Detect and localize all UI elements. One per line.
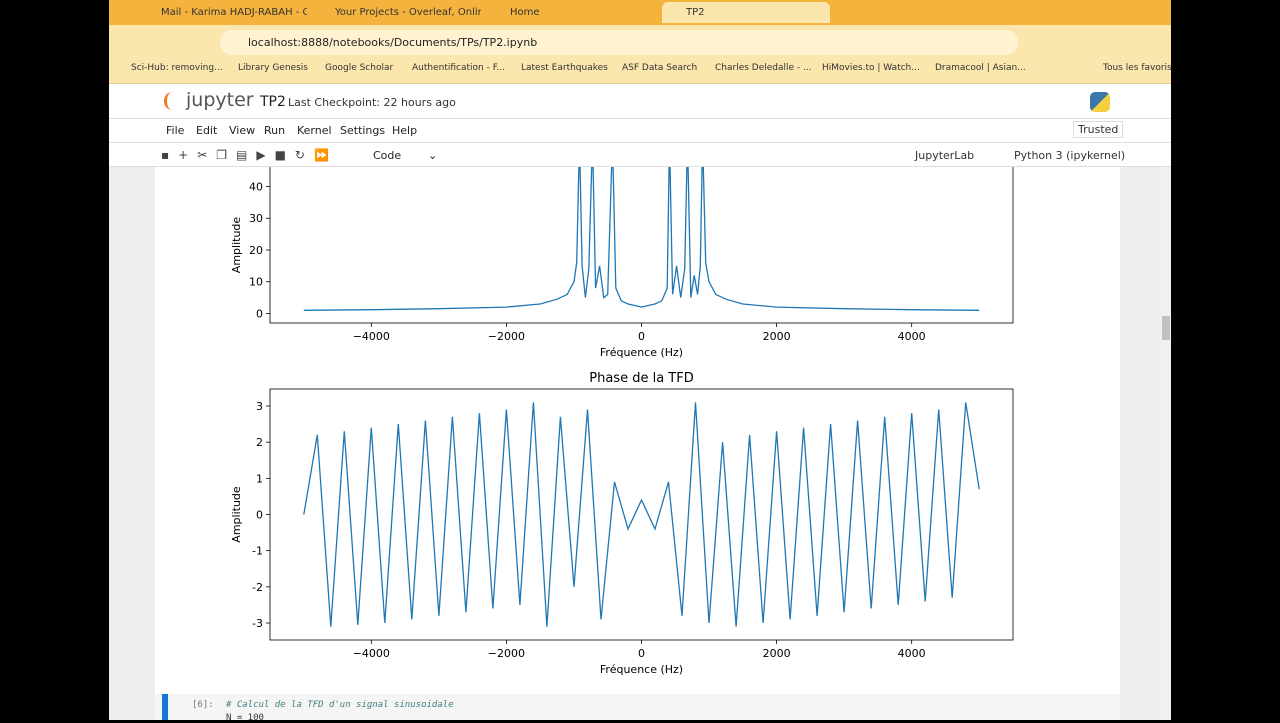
bookmark[interactable]: ASF Data Search [622, 63, 698, 73]
y-tick-label: 3 [256, 400, 263, 413]
x-axis-label: Fréquence (Hz) [600, 663, 683, 676]
scroll-thumb[interactable] [1162, 316, 1170, 340]
bookmark[interactable]: Sci-Hub: removing... [131, 63, 223, 73]
divider [109, 142, 1171, 143]
bookmark[interactable]: Charles Deledalle - ... [715, 63, 812, 73]
x-tick-label: −4000 [353, 647, 390, 660]
y-tick-label: 20 [249, 244, 263, 257]
jupyter-logo[interactable]: jupyter [186, 89, 254, 111]
cell-type[interactable]: Code [373, 149, 402, 162]
bookmark[interactable]: Latest Earthquakes [521, 63, 608, 73]
address-bar[interactable]: localhost:8888/notebooks/Documents/TPs/T… [220, 30, 1018, 55]
y-tick-label: 0 [256, 307, 263, 320]
dropdown-arrow[interactable]: ⌄ [428, 149, 438, 162]
y-tick-label: 10 [249, 276, 263, 289]
menu-item[interactable]: File [166, 124, 185, 137]
menu-item[interactable]: Kernel [297, 124, 332, 137]
x-tick-label: 2000 [763, 330, 791, 343]
jupyterlab-link[interactable]: JupyterLab [915, 149, 975, 162]
y-tick-label: 30 [249, 212, 263, 225]
y-tick-label: -2 [252, 581, 263, 594]
menu-item[interactable]: Run [264, 124, 286, 137]
kernel[interactable]: Python 3 (ipykernel) [1014, 149, 1126, 162]
bookmark[interactable]: Google Scholar [325, 63, 394, 73]
menu-item[interactable]: Help [392, 124, 418, 137]
x-tick-label: 0 [638, 647, 645, 660]
y-axis-label: Amplitude [230, 217, 243, 274]
cell-marker [162, 694, 168, 720]
y-tick-label: 0 [256, 509, 263, 522]
bookmark[interactable]: HiMovies.to | Watch... [822, 63, 920, 73]
tab-bar [109, 0, 1171, 25]
data-line [303, 402, 980, 627]
toolbar-icons[interactable]: ▪+✂❐▤▶■↻⏩ [161, 148, 338, 162]
y-tick-label: 2 [256, 436, 263, 449]
y-tick-label: -1 [252, 545, 263, 558]
jupyter-header [109, 84, 1171, 167]
x-tick-label: −2000 [488, 330, 525, 343]
code-line: # Calcul de la TFD d'un signal sinusoida… [226, 700, 454, 710]
x-tick-label: −2000 [488, 647, 525, 660]
notebook-name[interactable]: TP2 [260, 94, 286, 110]
x-tick-label: 4000 [898, 330, 926, 343]
menu-item[interactable]: Settings [340, 124, 386, 137]
plot-frame [269, 388, 1014, 641]
scrollbar[interactable] [1160, 167, 1171, 720]
y-tick-label: 40 [249, 180, 263, 193]
active-tab[interactable]: TP2 [662, 2, 830, 23]
trusted[interactable]: Trusted [1073, 121, 1124, 138]
logo-mark [164, 92, 180, 110]
tab[interactable]: Mail - Karima HADJ-RABAH - O [161, 7, 307, 18]
menu-item[interactable]: Edit [196, 124, 218, 137]
chart-title: Phase de la TFD [589, 371, 693, 386]
x-tick-label: 2000 [763, 647, 791, 660]
bookmark[interactable]: Library Genesis [238, 63, 308, 73]
plot-frame [269, 167, 1014, 324]
prompt: [6]: [192, 700, 214, 710]
tab[interactable]: Your Projects - Overleaf, Online [335, 7, 481, 18]
x-tick-label: 0 [638, 330, 645, 343]
tab[interactable]: Home [510, 7, 540, 18]
all-bookmarks[interactable]: Tous les favoris [1103, 63, 1172, 73]
code-line: N = 100 [226, 713, 264, 723]
bookmark[interactable]: Dramacool | Asian... [935, 63, 1026, 73]
bookmarks-bar [109, 58, 1171, 84]
code-cell [155, 694, 1120, 720]
x-tick-label: 4000 [898, 647, 926, 660]
menu-item[interactable]: View [229, 124, 256, 137]
y-tick-label: -3 [252, 617, 263, 630]
x-axis-label: Fréquence (Hz) [600, 346, 683, 359]
x-tick-label: −4000 [353, 330, 390, 343]
bookmark[interactable]: Authentification - F... [412, 63, 506, 73]
divider [109, 118, 1171, 119]
python-logo [1090, 92, 1110, 112]
y-tick-label: 1 [256, 472, 263, 485]
data-line [303, 167, 980, 311]
checkpoint: Last Checkpoint: 22 hours ago [288, 96, 456, 109]
divider [109, 166, 1171, 167]
y-axis-label: Amplitude [230, 486, 243, 543]
